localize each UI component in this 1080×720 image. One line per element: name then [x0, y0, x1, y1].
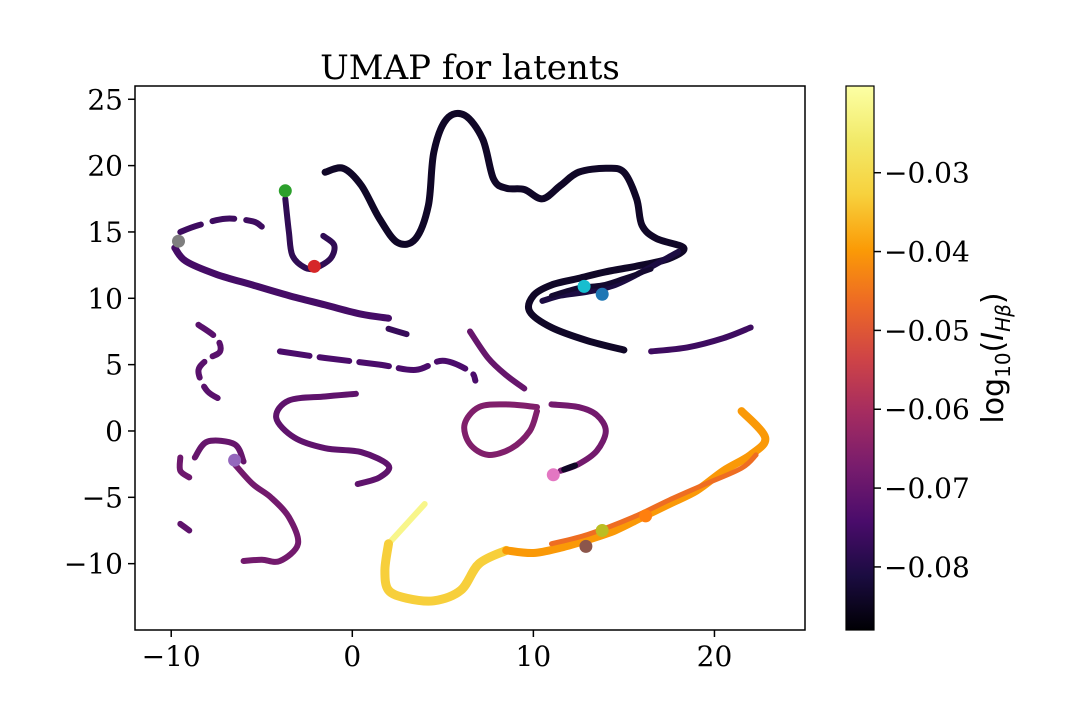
x-tick-label: 0 [343, 640, 361, 673]
colorbar-tick-label: −0.06 [884, 393, 970, 426]
colorbar [845, 85, 875, 631]
curve-18 [385, 501, 428, 547]
curve-7 [385, 325, 410, 338]
colorbar-tick-label: −0.05 [884, 314, 970, 347]
highlight-point-3 [307, 259, 321, 273]
x-tick-label: 10 [516, 640, 552, 673]
curve-21 [549, 452, 759, 547]
curve-23 [648, 324, 754, 355]
colorbar-tick-label: −0.08 [884, 551, 970, 584]
y-tick-label: −10 [64, 548, 123, 581]
x-axis: −10 0 10 20 [142, 630, 733, 673]
curve-8 [276, 348, 479, 384]
colorbar-label-base: 10 [991, 352, 1015, 377]
colorbar-axis: −0.03 −0.04 −0.05 −0.06 −0.07 −0.08 [874, 157, 970, 584]
curve-17 [177, 520, 193, 534]
curve-9 [195, 321, 229, 405]
curve-11 [467, 328, 528, 392]
highlight-point-9 [639, 509, 653, 523]
highlight-point-2 [172, 234, 185, 248]
y-tick-label: 15 [87, 216, 123, 249]
curve-6 [171, 244, 392, 322]
colorbar-tick-label: −0.03 [884, 157, 970, 190]
colorbar-label-var: I [976, 332, 1011, 341]
curve-5 [177, 215, 265, 235]
x-tick-label: −10 [142, 640, 201, 673]
highlight-point-8 [595, 524, 609, 537]
curve-10 [273, 390, 393, 487]
y-tick-label: 10 [87, 282, 123, 315]
plot-frame [134, 85, 806, 631]
colorbar-label-close: ) [976, 292, 1011, 304]
curve-16 [231, 461, 302, 565]
highlight-point-5 [595, 287, 609, 301]
colorbar-tick-label: −0.07 [884, 472, 970, 505]
chart-title: UMAP for latents [320, 48, 620, 88]
y-tick-label: −5 [82, 481, 123, 514]
curve-12 [461, 401, 540, 458]
curve-14 [191, 437, 247, 465]
curve-4 [282, 195, 338, 273]
highlight-point-1 [278, 184, 292, 198]
curve-13 [548, 401, 609, 474]
highlight-point-10 [579, 539, 593, 553]
highlighted-points [172, 184, 653, 553]
data-curves [171, 109, 770, 606]
colorbar-label-var-sub: Hβ [991, 304, 1015, 332]
colorbar-label: log10(IHβ) [976, 292, 1015, 423]
curve-15 [176, 454, 193, 481]
colorbar-label-open: ( [976, 341, 1011, 353]
colorbar-tick-label: −0.04 [884, 236, 970, 269]
y-tick-label: 0 [105, 415, 123, 448]
curve-20 [502, 407, 770, 558]
y-tick-label: 25 [87, 83, 123, 116]
curve-19 [380, 539, 511, 606]
colorbar-label-log: log [976, 378, 1011, 424]
highlight-point-7 [546, 468, 560, 482]
y-axis: −10 −5 0 5 10 15 20 25 [64, 83, 135, 581]
curve-3 [549, 266, 654, 299]
y-tick-label: 20 [87, 150, 123, 183]
curve-1 [321, 109, 688, 354]
highlight-point-6 [228, 453, 242, 467]
x-tick-label: 20 [697, 640, 733, 673]
highlight-point-4 [577, 279, 591, 293]
curve-22 [561, 462, 578, 473]
y-tick-label: 5 [105, 349, 123, 382]
